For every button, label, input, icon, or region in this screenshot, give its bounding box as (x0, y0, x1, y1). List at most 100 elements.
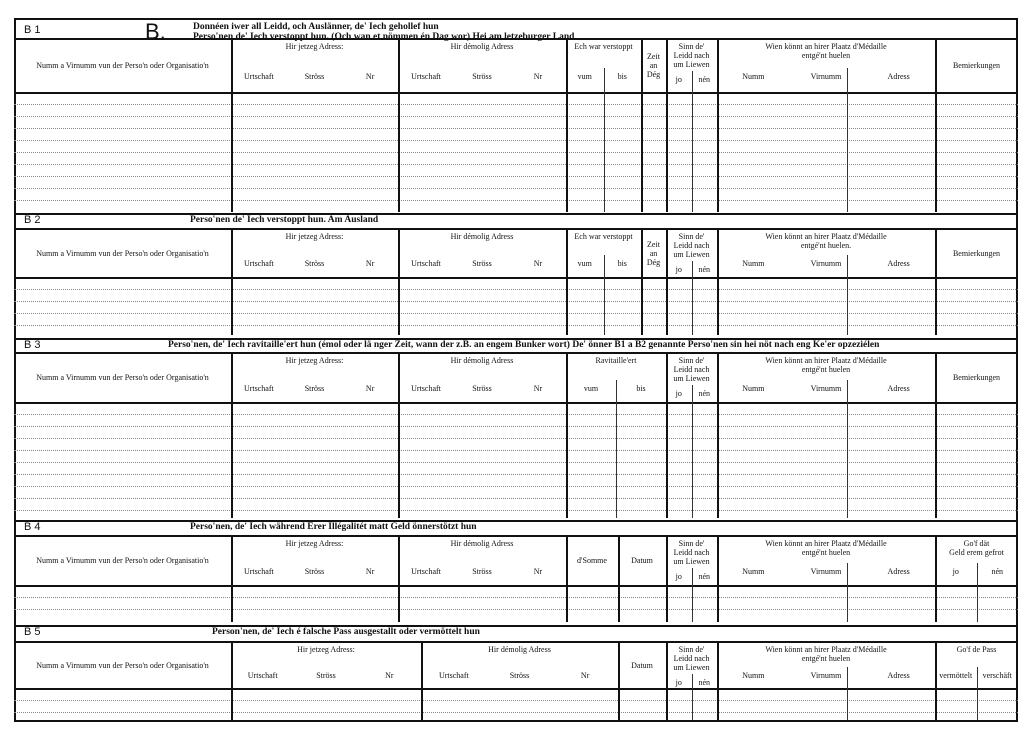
entry-row-line (14, 104, 1018, 105)
column-subheader: vum (583, 384, 599, 393)
section-divider (14, 625, 1018, 627)
column-header: Go'f de Pass (956, 645, 997, 654)
column-header: Sinn de' (678, 539, 705, 548)
column-header: Go'f dät (963, 539, 990, 548)
column-subheader: Urtschaft (243, 259, 274, 268)
column-divider (717, 228, 719, 335)
column-header: entgé'nt huelen (801, 654, 851, 663)
column-divider (935, 641, 937, 720)
subcolumn-divider (847, 380, 849, 518)
column-subheader: bis (617, 259, 627, 268)
column-header: Bemierkungen (952, 248, 1001, 258)
section-divider (14, 338, 1018, 340)
column-subheader: Nr (365, 384, 375, 393)
column-subheader: Nr (385, 671, 394, 680)
entry-row-line (14, 176, 1018, 177)
entry-row-line (14, 486, 1018, 487)
column-header: Sinn de' (678, 645, 705, 654)
column-header: Numm a Virnumm vun der Perso'n oder Orga… (36, 60, 209, 70)
column-subheader: verschäft (982, 671, 1012, 680)
column-subheader: nén (698, 389, 711, 398)
column-subheader: Urtschaft (411, 384, 441, 393)
column-subheader: Numm (742, 567, 765, 576)
column-header: Hir jetzeg Adress: (285, 539, 344, 548)
column-subheader: Virnumm (810, 72, 842, 81)
column-subheader: bis (636, 384, 646, 393)
column-subheader: Adress (887, 259, 910, 268)
subcolumn-divider (976, 667, 978, 720)
column-subheader: Ströss (304, 72, 325, 81)
entry-row-line (14, 474, 1018, 475)
column-header: Hir jetzeg Adress: (285, 232, 344, 241)
section-code: B 4 (24, 521, 41, 533)
column-header: Numm a Virnumm vun der Perso'n oder Orga… (36, 660, 209, 670)
column-subheader: Ströss (472, 259, 492, 268)
column-subheader: Ströss (304, 567, 325, 576)
column-header: Hir démolig Adress (450, 232, 514, 241)
entry-row-line (14, 164, 1018, 165)
column-divider (398, 535, 400, 622)
column-header: Wien könnt an hirer Plaatz d'Médaille (765, 645, 887, 654)
entry-row-line (14, 200, 1018, 201)
column-header: entgé'nt huelen. (800, 241, 852, 250)
column-header: an (649, 60, 658, 70)
column-header: um Liewen (673, 663, 710, 672)
column-divider (666, 535, 668, 622)
column-subheader: Ströss (472, 567, 492, 576)
column-divider (641, 38, 643, 212)
header-top-line (14, 38, 1018, 40)
column-subheader: nén (698, 678, 711, 687)
column-header: entgé'nt huelen (801, 51, 851, 60)
column-divider (717, 641, 719, 720)
column-divider (231, 641, 233, 720)
column-divider (231, 535, 233, 622)
column-header: Hir démolig Adress (488, 645, 551, 654)
column-header: Sinn de' (678, 356, 705, 365)
form-letter: B. (145, 19, 166, 44)
column-subheader: Virnumm (810, 384, 842, 393)
column-subheader: Nr (533, 259, 543, 268)
section-divider (14, 520, 1018, 522)
column-divider (566, 38, 568, 212)
header-top-line (14, 641, 1018, 643)
column-subheader: bis (617, 72, 627, 81)
column-header: Numm a Virnumm vun der Perso'n oder Orga… (36, 248, 209, 258)
column-subheader: Ströss (472, 72, 492, 81)
column-divider (666, 228, 668, 335)
column-subheader: Numm (742, 384, 765, 393)
column-header: Dég (646, 69, 661, 79)
column-subheader: Urtschaft (243, 567, 274, 576)
column-header: um Liewen (673, 250, 710, 259)
column-subheader: Virnumm (810, 671, 842, 680)
column-divider (231, 352, 233, 518)
column-subheader: Nr (580, 671, 590, 680)
column-header: Datum (631, 555, 653, 565)
entry-row-line (14, 140, 1018, 141)
column-subheader: Urtschaft (438, 671, 469, 680)
column-divider (717, 535, 719, 622)
entry-row-line (14, 462, 1018, 463)
column-divider (717, 352, 719, 518)
entry-row-line (14, 289, 1018, 290)
column-subheader: vum (577, 259, 592, 268)
subcolumn-divider (691, 385, 693, 518)
header-bottom-line (14, 585, 1018, 587)
entry-row-line (14, 188, 1018, 189)
entry-row-line (14, 498, 1018, 499)
column-header: Leidd nach (673, 548, 710, 557)
header-bottom-line (14, 688, 1018, 690)
column-subheader: Virnumm (810, 259, 842, 268)
column-header: Wien könnt an hirer Plaatz d'Médaille (765, 232, 887, 241)
column-divider (618, 641, 620, 720)
subcolumn-divider (847, 255, 849, 335)
column-header: Hir démolig Adress (450, 356, 514, 365)
column-header: Numm a Virnumm vun der Perso'n oder Orga… (36, 555, 209, 565)
column-divider (641, 228, 643, 335)
column-subheader: Ströss (316, 671, 336, 680)
column-subheader: Nr (533, 384, 543, 393)
column-subheader: vermöttelt (939, 671, 973, 680)
column-header: Zeit (647, 51, 660, 61)
column-divider (666, 641, 668, 720)
column-divider (935, 228, 937, 335)
column-subheader: Urtschaft (243, 72, 274, 81)
